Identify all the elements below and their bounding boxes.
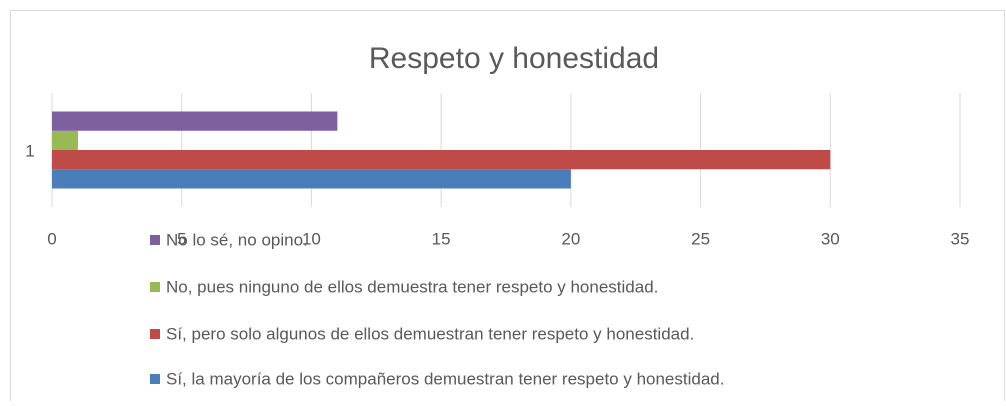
y-tick-label: 1 xyxy=(25,141,34,160)
x-tick-label: 30 xyxy=(821,229,840,248)
x-tick-label: 0 xyxy=(47,229,56,248)
legend-label: No lo sé, no opino. xyxy=(166,230,308,249)
bar xyxy=(52,130,78,150)
legend-swatch xyxy=(150,329,160,339)
legend-swatch xyxy=(150,235,160,245)
bar xyxy=(52,150,831,170)
legend-swatch xyxy=(150,374,160,384)
x-tick-label: 35 xyxy=(951,229,970,248)
chart-border xyxy=(10,10,1005,401)
chart-title: Respeto y honestidad xyxy=(369,42,659,75)
legend-label: No, pues ninguno de ellos demuestra tene… xyxy=(166,277,658,296)
x-tick-label: 20 xyxy=(561,229,580,248)
bar xyxy=(52,111,338,131)
x-tick-label: 5 xyxy=(177,229,186,248)
legend-label: Sí, la mayoría de los compañeros demuest… xyxy=(166,369,724,388)
x-tick-label: 10 xyxy=(302,229,321,248)
x-tick-label: 25 xyxy=(691,229,710,248)
bar xyxy=(52,169,571,189)
legend-swatch xyxy=(150,282,160,292)
legend-label: Sí, pero solo algunos de ellos demuestra… xyxy=(166,324,694,343)
x-tick-label: 15 xyxy=(432,229,451,248)
